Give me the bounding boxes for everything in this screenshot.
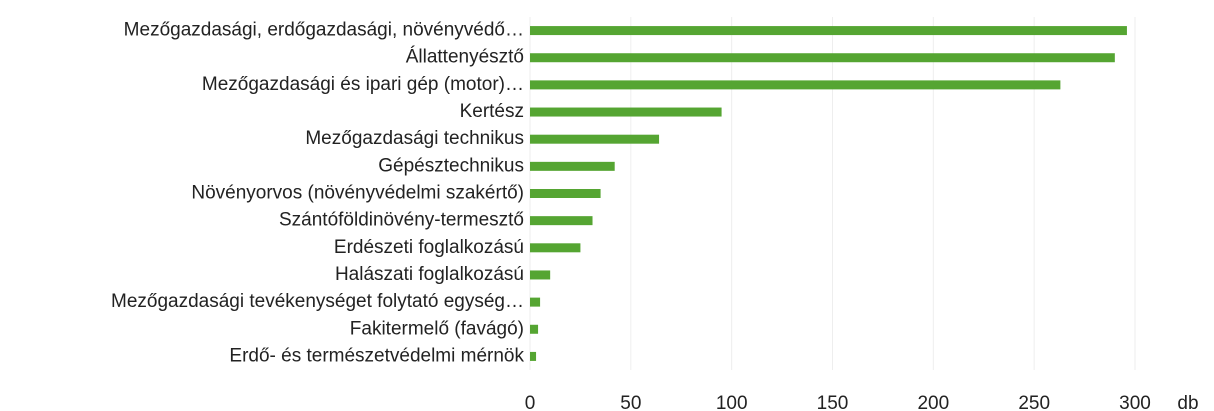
x-tick-label: 100 bbox=[716, 393, 748, 411]
bar bbox=[530, 243, 581, 253]
y-tick-label: Erdészeti foglalkozású bbox=[334, 237, 524, 258]
bar bbox=[530, 270, 551, 280]
bar bbox=[530, 53, 1115, 63]
y-tick-label: Szántóföldinövény-termesztő bbox=[279, 210, 524, 231]
y-tick-label: Mezőgazdasági, erdőgazdasági, növényvédő… bbox=[124, 20, 524, 41]
bar bbox=[530, 161, 615, 171]
y-tick-label: Állattenyésztő bbox=[406, 47, 524, 68]
bar bbox=[530, 324, 539, 334]
x-tick-label: 250 bbox=[1018, 393, 1050, 411]
y-tick-label: Halászati foglalkozású bbox=[335, 264, 524, 285]
bar bbox=[530, 107, 722, 117]
bar bbox=[530, 80, 1061, 90]
x-tick-label: 300 bbox=[1119, 393, 1151, 411]
x-axis-unit: db bbox=[1177, 393, 1198, 411]
x-tick-label: 0 bbox=[525, 393, 536, 411]
x-tick-label: 150 bbox=[817, 393, 849, 411]
y-tick-label: Mezőgazdasági technikus bbox=[305, 128, 524, 149]
x-tick-label: 50 bbox=[620, 393, 641, 411]
y-tick-label: Mezőgazdasági tevékenységet folytató egy… bbox=[111, 291, 524, 312]
bar bbox=[530, 189, 601, 198]
bar bbox=[530, 134, 660, 144]
bar bbox=[530, 26, 1127, 36]
y-tick-label: Erdő- és természetvédelmi mérnök bbox=[229, 345, 524, 366]
bar bbox=[530, 351, 537, 361]
y-tick-label: Gépésztechnikus bbox=[378, 155, 524, 176]
y-tick-label: Fakitermelő (favágó) bbox=[350, 318, 524, 339]
bar bbox=[530, 297, 541, 307]
y-tick-label: Növényorvos (növényvédelmi szakértő) bbox=[191, 183, 524, 204]
y-tick-label: Kertész bbox=[460, 101, 524, 122]
bar bbox=[530, 216, 593, 226]
y-tick-label: Mezőgazdasági és ipari gép (motor)… bbox=[202, 74, 524, 95]
x-tick-label: 200 bbox=[917, 393, 949, 411]
